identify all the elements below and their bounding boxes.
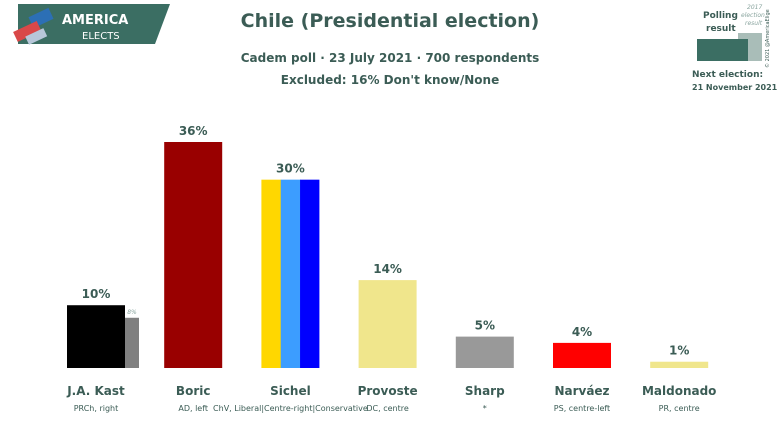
candidate-party-4: * [483, 404, 487, 413]
candidate-name-5: Narváez [554, 384, 609, 398]
value-label-5: 4% [572, 325, 592, 339]
bar-2-segment-0 [261, 179, 282, 368]
candidate-party-6: PR, centre [659, 404, 700, 413]
candidate-party-3: DC, centre [366, 404, 408, 413]
legend-prev-label-2: election [741, 12, 765, 19]
bar-4 [455, 336, 514, 368]
value-label-0: 10% [82, 287, 111, 301]
legend: Polling result 2017 election result Next… [692, 4, 778, 92]
candidate-party-1: AD, left [178, 404, 208, 413]
bar-2-segment-1 [280, 179, 301, 368]
legend-prev-label-3: result [745, 20, 763, 27]
bars-layer: 10% 8% J.A. Kast PRCh, right 36% Boric AD, lef… [66, 124, 716, 413]
logo-flag-white [25, 28, 48, 45]
legend-next-label: Next election: [692, 70, 763, 80]
bar-6 [650, 361, 709, 368]
bar-2-segment-2 [300, 179, 320, 368]
value-label-2: 30% [276, 162, 305, 176]
logo-flag-red [13, 20, 42, 42]
candidate-name-2: Sichel [270, 384, 311, 398]
value-label-3: 14% [373, 262, 402, 276]
candidate-name-4: Sharp [465, 384, 505, 398]
candidate-name-0: J.A. Kast [66, 384, 125, 398]
legend-polling-swatch [697, 39, 748, 61]
candidate-party-2: ChV, Liberal|Centre-right|Conservative [213, 404, 368, 413]
value-label-4: 5% [475, 319, 495, 333]
value-label-6: 1% [669, 344, 689, 358]
previous-bar-0 [125, 317, 139, 368]
legend-polling-label-2: result [706, 24, 736, 34]
logo-banner [18, 4, 170, 44]
chart-title: Chile (Presidential election) [241, 10, 540, 32]
bar-3 [358, 280, 417, 368]
copyright: © 2021 @AmericaElige [764, 9, 771, 68]
candidate-name-6: Maldonado [642, 384, 716, 398]
value-label-1: 36% [179, 124, 208, 138]
candidate-party-0: PRCh, right [74, 404, 119, 413]
legend-prev-label-1: 2017 [747, 4, 762, 11]
legend-next-date: 21 November 2021 [692, 83, 778, 92]
candidate-name-1: Boric [176, 384, 211, 398]
chart-subtitle: Cadem poll · 23 July 2021 · 700 responde… [241, 51, 540, 65]
candidate-party-5: PS, centre-left [554, 404, 610, 413]
candidate-name-3: Provoste [358, 384, 418, 398]
previous-label-0: 8% [127, 309, 137, 316]
logo-line2: ELECTS [82, 31, 120, 42]
logo-line1: AMERICA [62, 13, 128, 28]
america-elects-logo: AMERICA ELECTS [13, 4, 170, 45]
chart-note: Excluded: 16% Don't know/None [281, 73, 499, 87]
bar-1 [164, 142, 223, 368]
bar-0 [67, 305, 125, 368]
bar-5 [553, 342, 611, 368]
legend-polling-label-1: Polling [703, 11, 738, 21]
